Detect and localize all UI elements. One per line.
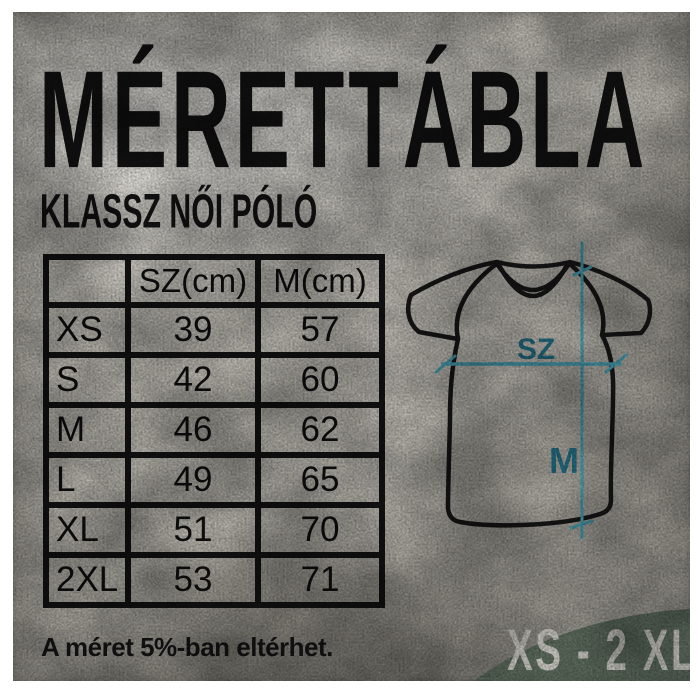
page-title: MÉRETTÁBLA (39, 41, 649, 197)
table-row: XL 51 70 (43, 502, 385, 558)
width-value: 53 (125, 552, 261, 608)
size-label: XL (43, 502, 131, 558)
size-table: SZ(cm) M(cm) XS 39 57 S 42 60 M 46 (43, 254, 385, 608)
table-row: S 42 60 (43, 352, 385, 408)
length-value: 57 (255, 302, 385, 358)
size-table-header-row: SZ(cm) M(cm) (43, 254, 385, 308)
measurement-lines (434, 241, 628, 540)
table-row: M 46 62 (43, 402, 385, 458)
length-value: 65 (255, 452, 385, 508)
length-dimension-label: M (549, 440, 579, 481)
tshirt-outline-icon (406, 259, 653, 528)
width-value: 51 (125, 502, 261, 558)
width-value: 46 (125, 402, 261, 458)
size-label: XS (43, 302, 131, 358)
width-value: 39 (125, 302, 261, 358)
size-disclaimer: A méret 5%-ban eltérhet. (41, 632, 333, 662)
tshirt-measurement-diagram: SZ M (406, 241, 653, 540)
table-row: 2XL 53 71 (43, 552, 385, 608)
product-subtitle: KLASSZ NŐI PÓLÓ (40, 182, 318, 239)
width-value: 49 (125, 452, 261, 508)
size-range-label: XS - 2 XL (507, 616, 690, 681)
size-label: M (43, 402, 131, 458)
width-value: 42 (125, 352, 261, 408)
size-label: L (43, 452, 131, 508)
size-chart-poster: XS - 2 XL MÉRETTÁBLA KLASSZ NŐI PÓLÓ SZ(… (13, 12, 690, 681)
table-row: L 49 65 (43, 452, 385, 508)
length-value: 62 (255, 402, 385, 458)
length-value: 70 (255, 502, 385, 558)
size-label: 2XL (43, 552, 131, 608)
size-label: S (43, 352, 131, 408)
size-column-header (43, 254, 131, 308)
length-value: 60 (255, 352, 385, 408)
table-row: XS 39 57 (43, 302, 385, 358)
width-dimension-label: SZ (517, 333, 555, 366)
width-column-header: SZ(cm) (125, 254, 261, 308)
length-value: 71 (255, 552, 385, 608)
length-column-header: M(cm) (255, 254, 385, 308)
